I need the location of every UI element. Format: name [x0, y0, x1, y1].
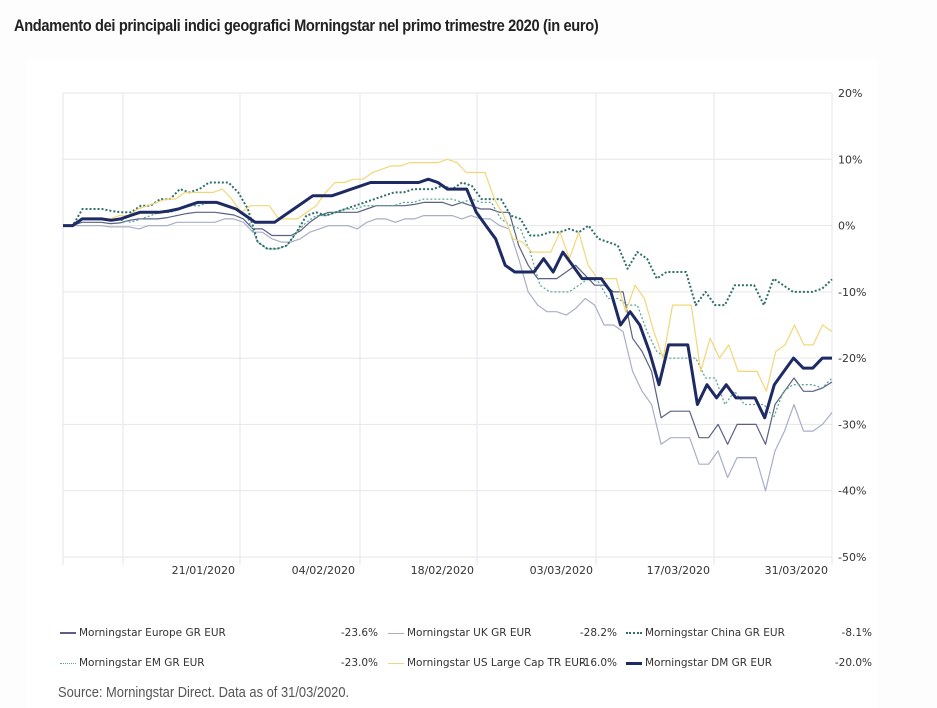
- legend-value: -20.0%: [834, 657, 872, 669]
- series-line-morningstar-dm-gr-eur: [63, 177, 832, 420]
- legend-item-china: Morningstar China GR EUR: [626, 627, 785, 639]
- series-line-morningstar-em-gr-eur: [63, 198, 833, 419]
- legend-label: Morningstar Europe GR EUR: [79, 627, 226, 639]
- series-line-morningstar-uk-gr-eur: [63, 215, 833, 492]
- chart-card: [26, 60, 878, 708]
- y-tick-label: -20%: [838, 352, 866, 365]
- legend-label: Morningstar UK GR EUR: [407, 627, 532, 639]
- legend-label: Morningstar China GR EUR: [645, 627, 785, 639]
- legend-value: -28.2%: [579, 627, 617, 639]
- legend-item-uk: Morningstar UK GR EUR: [388, 627, 531, 639]
- legend-label: Morningstar DM GR EUR: [645, 657, 773, 669]
- x-tick-label: 21/01/2020: [172, 564, 235, 577]
- series-line-morningstar-us-large-cap-tr-eur: [63, 158, 833, 392]
- series-lines: [63, 158, 833, 492]
- legend-label: Morningstar US Large Cap TR EUR: [407, 657, 587, 669]
- legend-swatch-em: [60, 662, 76, 664]
- legend-swatch-dm: [626, 661, 642, 665]
- y-tick-label: -40%: [838, 485, 866, 498]
- legend-swatch-us: [388, 662, 404, 664]
- x-tick-label: 17/03/2020: [647, 564, 710, 577]
- legend-value: -23.6%: [340, 627, 378, 639]
- legend-row-2: Morningstar EM GR EUR -23.0% Morningstar…: [60, 657, 880, 673]
- legend-swatch-china: [626, 632, 642, 634]
- legend-row-1: Morningstar Europe GR EUR -23.6% Morning…: [60, 627, 880, 643]
- legend-value: -8.1%: [841, 627, 872, 639]
- legend-item-dm: Morningstar DM GR EUR: [626, 657, 772, 669]
- legend-label: Morningstar EM GR EUR: [79, 657, 205, 669]
- y-tick-label: 0%: [838, 220, 855, 233]
- y-tick-label: -30%: [838, 418, 866, 431]
- line-chart: 20% 10% 0% -10% -20% -30% -40% -50% 21/01/2020 0…: [62, 87, 866, 577]
- y-tick-label: -10%: [838, 286, 866, 299]
- x-tick-label: 31/03/2020: [765, 564, 828, 577]
- y-tick-label: 10%: [838, 153, 862, 166]
- y-axis-ticks: 20% 10% 0% -10% -20% -30% -40% -50%: [838, 87, 866, 564]
- legend-item-em: Morningstar EM GR EUR: [60, 657, 205, 669]
- legend-value: -16.0%: [579, 657, 617, 669]
- series-line-morningstar-china-gr-eur: [63, 181, 833, 307]
- x-tick-label: 03/03/2020: [530, 564, 593, 577]
- legend-value: -23.0%: [340, 657, 378, 669]
- chart-title: Andamento dei principali indici geografi…: [14, 16, 599, 35]
- y-tick-label: 20%: [838, 87, 862, 100]
- x-tick-label: 04/02/2020: [292, 564, 355, 577]
- legend-item-europe: Morningstar Europe GR EUR: [60, 627, 226, 639]
- series-line-morningstar-europe-gr-eur: [63, 201, 833, 445]
- grid: [62, 92, 833, 565]
- source-note: Source: Morningstar Direct. Data as of 3…: [58, 684, 350, 701]
- x-tick-label: 18/02/2020: [411, 564, 474, 577]
- legend-swatch-europe: [60, 632, 76, 634]
- x-axis-ticks: 21/01/2020 04/02/2020 18/02/2020 03/03/2020…: [172, 564, 828, 577]
- legend-swatch-uk: [388, 632, 404, 634]
- y-tick-label: -50%: [838, 551, 866, 564]
- legend-item-us: Morningstar US Large Cap TR EUR: [388, 657, 586, 669]
